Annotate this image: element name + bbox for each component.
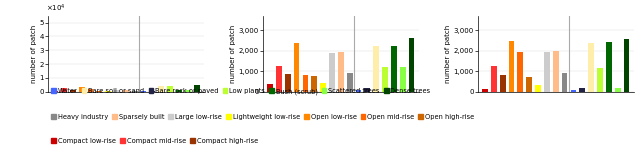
Bar [518, 52, 524, 92]
Bar [158, 86, 164, 92]
Bar [409, 38, 415, 92]
Bar [391, 46, 397, 92]
Bar [79, 87, 84, 92]
Bar [97, 91, 102, 92]
Bar [382, 67, 388, 92]
Bar [347, 73, 353, 92]
Bar [70, 90, 76, 92]
Bar [535, 85, 541, 92]
Bar [373, 46, 379, 92]
Bar [141, 91, 147, 92]
Bar [623, 39, 629, 92]
Bar [123, 90, 129, 92]
Bar [176, 90, 182, 92]
Bar [294, 43, 300, 92]
Bar [364, 88, 370, 92]
Bar [267, 85, 273, 92]
Bar [150, 91, 156, 92]
Bar [579, 88, 585, 92]
Legend: Heavy industry, Sparsely built, Large low-rise, Lightweight low-rise, Open low-r: Heavy industry, Sparsely built, Large lo… [51, 114, 474, 120]
Bar [88, 89, 93, 92]
Bar [303, 75, 308, 92]
Bar [312, 76, 317, 92]
Bar [597, 68, 603, 92]
Bar [114, 90, 120, 92]
Bar [356, 90, 362, 92]
Bar [52, 91, 58, 92]
Bar [482, 89, 488, 92]
Bar [570, 90, 576, 92]
Bar [167, 86, 173, 92]
Bar [615, 88, 621, 92]
Bar [509, 41, 515, 92]
Bar [500, 75, 506, 92]
Y-axis label: number of patch: number of patch [31, 25, 36, 83]
Legend: Compact low-rise, Compact mid-rise, Compact high-rise: Compact low-rise, Compact mid-rise, Comp… [51, 138, 258, 144]
Y-axis label: number of patch: number of patch [230, 25, 236, 83]
Bar [400, 67, 406, 92]
Bar [194, 85, 200, 92]
Bar [132, 91, 138, 92]
Bar [285, 74, 291, 92]
Bar [491, 66, 497, 92]
Bar [544, 52, 550, 92]
Legend: Water, Bare soil or sand, Bare rock or paved, Low plants, Bush (scrub), Scattere: Water, Bare soil or sand, Bare rock or p… [51, 88, 431, 95]
Y-axis label: number of patch: number of patch [445, 25, 451, 83]
Bar [185, 90, 191, 92]
Text: $\times10^{4}$: $\times10^{4}$ [47, 3, 66, 14]
Bar [606, 43, 612, 92]
Bar [61, 88, 67, 92]
Bar [276, 66, 282, 92]
Bar [588, 43, 594, 92]
Bar [106, 91, 111, 92]
Bar [320, 83, 326, 92]
Bar [553, 51, 559, 92]
Bar [329, 53, 335, 92]
Bar [562, 73, 568, 92]
Bar [526, 77, 532, 92]
Bar [338, 52, 344, 92]
